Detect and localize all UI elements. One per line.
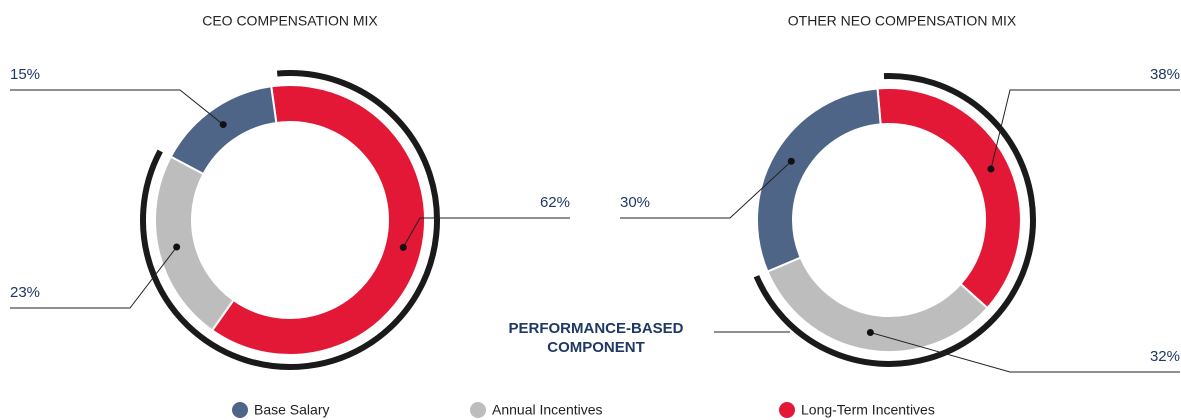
leader-dot xyxy=(399,243,407,251)
legend-swatch xyxy=(779,402,795,418)
legend-label: Long-Term Incentives xyxy=(801,402,935,418)
donut-segment xyxy=(876,87,1022,310)
leader-line xyxy=(402,217,570,248)
leader-dot xyxy=(987,165,995,173)
value-label: 23% xyxy=(10,284,40,301)
leader-line xyxy=(10,246,178,309)
chart-title: OTHER NEO COMPENSATION MIX xyxy=(788,13,1017,29)
value-label: 62% xyxy=(540,194,570,211)
leader-dot xyxy=(787,157,795,165)
performance-arc xyxy=(753,73,1036,367)
value-label: 38% xyxy=(1150,66,1180,83)
annotation: COMPONENT xyxy=(547,339,645,356)
legend-swatch xyxy=(232,402,248,418)
annotation: PERFORMANCE-BASED xyxy=(508,320,683,337)
leader-line xyxy=(620,160,792,219)
value-label: 30% xyxy=(620,194,650,211)
leader-dot xyxy=(219,121,227,129)
donut-segment xyxy=(766,256,989,353)
donut-segment xyxy=(169,85,278,176)
donut-segment xyxy=(210,84,426,356)
legend-label: Base Salary xyxy=(254,402,329,418)
legend-label: Annual Incentives xyxy=(492,402,603,418)
leader-dot xyxy=(173,243,181,251)
value-label: 32% xyxy=(1150,348,1180,365)
performance-arc xyxy=(140,70,440,370)
leader-line xyxy=(870,331,1180,373)
leader-dot xyxy=(866,328,874,336)
donut-segment xyxy=(756,87,882,273)
leader-line xyxy=(10,89,224,125)
leader-line xyxy=(990,89,1180,170)
chart-title: CEO COMPENSATION MIX xyxy=(202,13,378,29)
legend-swatch xyxy=(470,402,486,418)
value-label: 15% xyxy=(10,66,40,83)
